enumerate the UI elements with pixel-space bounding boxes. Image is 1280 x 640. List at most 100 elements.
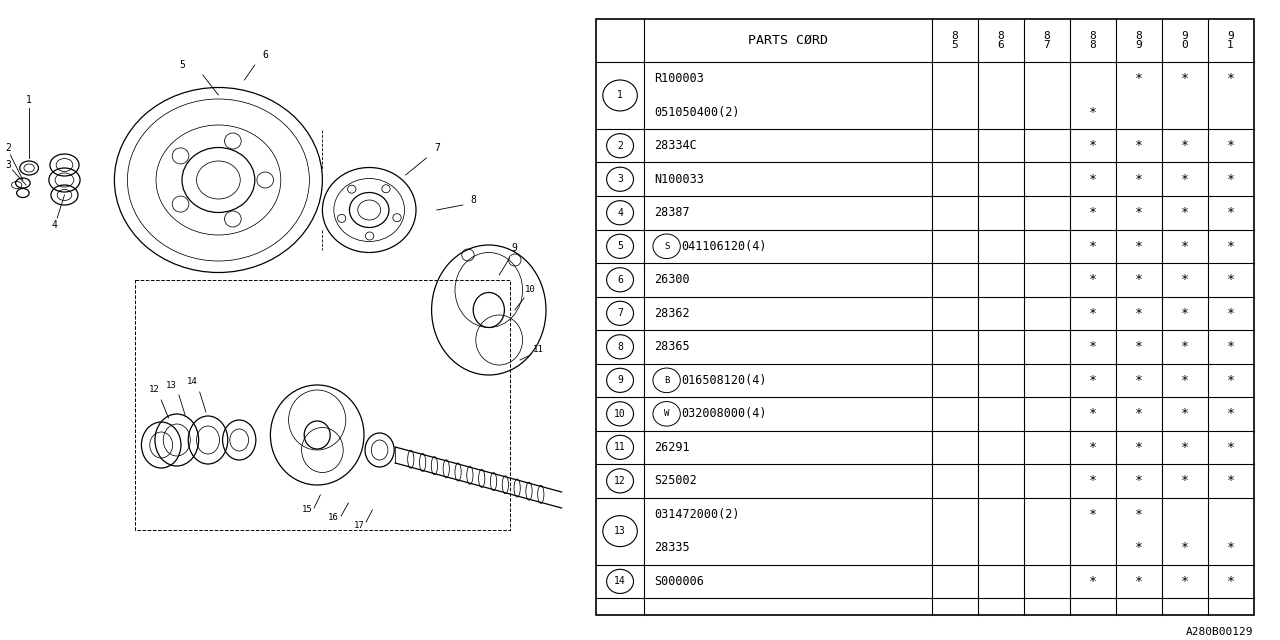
Text: 031472000(2): 031472000(2) <box>654 508 740 521</box>
Text: 11: 11 <box>534 346 544 355</box>
Text: W: W <box>664 410 669 419</box>
Text: *: * <box>1088 273 1097 286</box>
Text: 28362: 28362 <box>654 307 690 320</box>
Text: 12: 12 <box>614 476 626 486</box>
Text: 5: 5 <box>617 241 623 252</box>
Text: S000006: S000006 <box>654 575 704 588</box>
Text: *: * <box>1226 72 1234 85</box>
Text: *: * <box>1180 541 1189 554</box>
Text: *: * <box>1226 206 1234 220</box>
Text: *: * <box>1180 273 1189 286</box>
Text: *: * <box>1134 407 1143 420</box>
Text: *: * <box>1134 474 1143 488</box>
Text: 8
9: 8 9 <box>1135 31 1142 50</box>
Text: *: * <box>1134 374 1143 387</box>
Text: 14: 14 <box>614 577 626 586</box>
Text: *: * <box>1134 307 1143 320</box>
Text: *: * <box>1088 140 1097 152</box>
Text: N100033: N100033 <box>654 173 704 186</box>
Text: *: * <box>1180 206 1189 220</box>
Text: R100003: R100003 <box>654 72 704 85</box>
Text: 28334C: 28334C <box>654 140 698 152</box>
Text: S: S <box>664 242 669 251</box>
Text: 032008000(4): 032008000(4) <box>682 407 767 420</box>
Text: 12: 12 <box>148 385 159 394</box>
Text: 10: 10 <box>614 409 626 419</box>
Text: B: B <box>664 376 669 385</box>
Text: 9
0: 9 0 <box>1181 31 1188 50</box>
Text: *: * <box>1134 508 1143 521</box>
Text: 8
5: 8 5 <box>951 31 957 50</box>
Text: *: * <box>1134 575 1143 588</box>
Text: *: * <box>1226 541 1234 554</box>
Text: *: * <box>1226 407 1234 420</box>
Text: 6: 6 <box>617 275 623 285</box>
Text: 28387: 28387 <box>654 206 690 220</box>
Text: *: * <box>1180 374 1189 387</box>
Text: 26291: 26291 <box>654 441 690 454</box>
Text: 3: 3 <box>617 174 623 184</box>
Text: 17: 17 <box>353 520 365 529</box>
Text: *: * <box>1134 273 1143 286</box>
Text: *: * <box>1226 273 1234 286</box>
Text: 8
7: 8 7 <box>1043 31 1050 50</box>
Text: 9: 9 <box>512 243 517 253</box>
Text: 10: 10 <box>525 285 536 294</box>
Text: *: * <box>1134 206 1143 220</box>
Text: 8
8: 8 8 <box>1089 31 1096 50</box>
Text: *: * <box>1134 340 1143 353</box>
Text: *: * <box>1088 340 1097 353</box>
Text: A280B00129: A280B00129 <box>1187 627 1253 637</box>
Text: 7: 7 <box>617 308 623 318</box>
Text: *: * <box>1226 474 1234 488</box>
Text: 6: 6 <box>262 50 268 60</box>
Text: 14: 14 <box>187 378 198 387</box>
Text: S25002: S25002 <box>654 474 698 488</box>
Text: *: * <box>1180 173 1189 186</box>
Text: 2: 2 <box>5 143 12 153</box>
Text: *: * <box>1180 72 1189 85</box>
Text: *: * <box>1226 575 1234 588</box>
Text: *: * <box>1088 307 1097 320</box>
Text: *: * <box>1088 240 1097 253</box>
Text: *: * <box>1180 240 1189 253</box>
Text: *: * <box>1088 173 1097 186</box>
Text: 3: 3 <box>5 160 12 170</box>
Text: 8: 8 <box>470 195 476 205</box>
Text: 1: 1 <box>26 95 32 105</box>
Text: *: * <box>1226 140 1234 152</box>
Text: 26300: 26300 <box>654 273 690 286</box>
Text: *: * <box>1088 575 1097 588</box>
Text: *: * <box>1226 441 1234 454</box>
Text: *: * <box>1180 340 1189 353</box>
Text: *: * <box>1180 474 1189 488</box>
Text: *: * <box>1088 508 1097 521</box>
Text: *: * <box>1088 441 1097 454</box>
Text: 28365: 28365 <box>654 340 690 353</box>
Text: *: * <box>1134 541 1143 554</box>
Text: 13: 13 <box>166 381 177 390</box>
Text: 5: 5 <box>179 60 184 70</box>
Text: 016508120(4): 016508120(4) <box>682 374 767 387</box>
Text: *: * <box>1134 72 1143 85</box>
Text: 041106120(4): 041106120(4) <box>682 240 767 253</box>
Text: 15: 15 <box>301 506 312 515</box>
Text: *: * <box>1180 441 1189 454</box>
Text: *: * <box>1088 106 1097 119</box>
Text: *: * <box>1180 407 1189 420</box>
Text: *: * <box>1180 575 1189 588</box>
Text: *: * <box>1180 140 1189 152</box>
Text: 7: 7 <box>434 143 440 153</box>
Text: 8: 8 <box>617 342 623 352</box>
Text: *: * <box>1226 374 1234 387</box>
Text: *: * <box>1134 441 1143 454</box>
Text: *: * <box>1226 340 1234 353</box>
Text: 13: 13 <box>614 526 626 536</box>
Text: *: * <box>1088 206 1097 220</box>
Text: *: * <box>1088 407 1097 420</box>
Text: 16: 16 <box>328 513 338 522</box>
Text: *: * <box>1088 474 1097 488</box>
Text: 9: 9 <box>617 375 623 385</box>
Text: *: * <box>1134 140 1143 152</box>
Text: *: * <box>1226 173 1234 186</box>
